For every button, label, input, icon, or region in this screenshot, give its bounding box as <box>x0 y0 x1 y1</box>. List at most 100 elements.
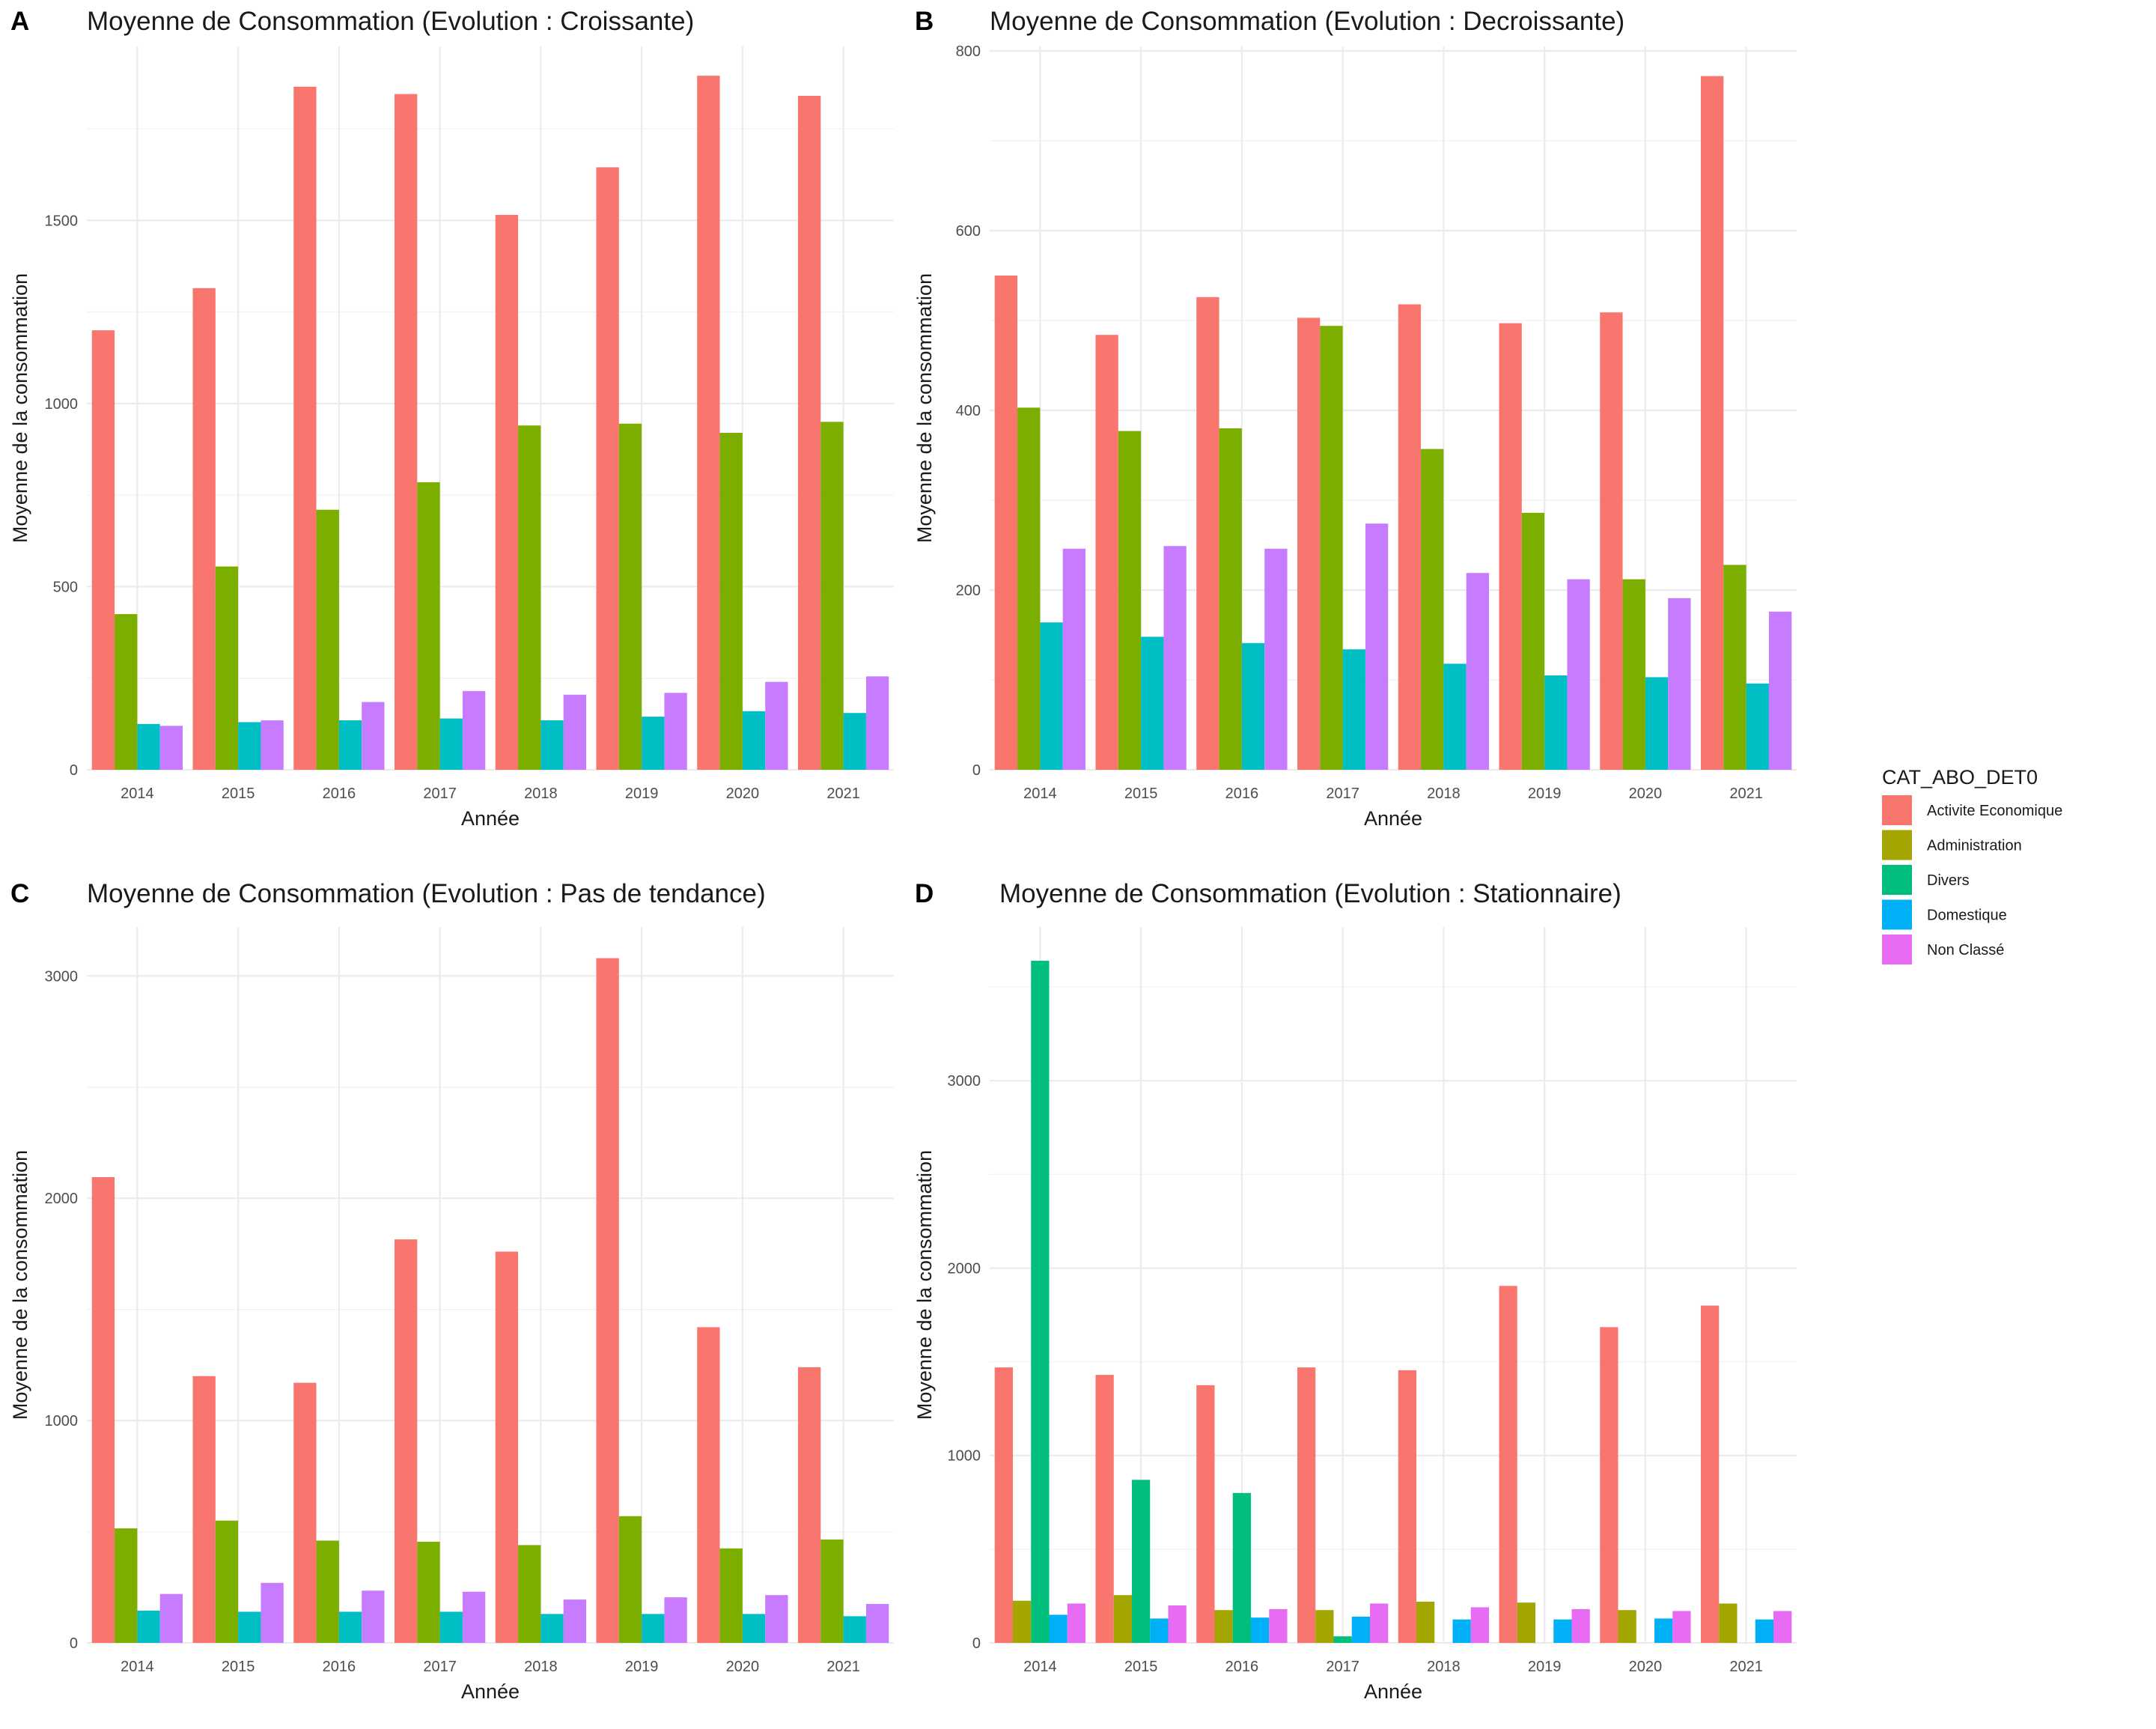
bar-activite-economique-2018 <box>495 214 519 770</box>
bar-activite-economique-2015 <box>1095 1375 1114 1643</box>
bar-non-class--2014 <box>1062 548 1086 770</box>
bar-activite-economique-2018 <box>1398 304 1422 770</box>
bar-administration-2021 <box>1723 565 1747 770</box>
bar-activite-economique-2021 <box>1700 1305 1720 1643</box>
x-tick-label: 2020 <box>1629 786 1663 802</box>
bar-domestique-2021 <box>843 713 866 770</box>
bar-administration-2016 <box>1214 1610 1233 1643</box>
bar-non-class--2020 <box>765 1595 788 1643</box>
bar-domestique-2019 <box>1544 675 1568 770</box>
panel-title: Moyenne de Consommation (Evolution : Pas… <box>87 879 766 908</box>
panel-tag: A <box>10 7 29 36</box>
bar-non-class--2016 <box>1264 548 1288 770</box>
bar-activite-economique-2014 <box>994 276 1018 770</box>
legend-title: CAT_ABO_DET0 <box>1882 766 2038 788</box>
x-axis-title: Année <box>461 1680 520 1703</box>
bar-administration-2014 <box>115 1528 138 1643</box>
bar-activite-economique-2015 <box>192 288 216 770</box>
x-tick-label: 2015 <box>1124 1659 1158 1675</box>
bar-activite-economique-2021 <box>797 1367 821 1643</box>
y-tick-label: 400 <box>956 403 981 419</box>
panel-c: 0 1000 2000 3000 2014 2015 2016 2017 2018 2019 202… <box>9 879 894 1703</box>
bar-non-class--2018 <box>1466 573 1490 770</box>
bar-domestique-2021 <box>1755 1619 1774 1643</box>
bar-domestique-2017 <box>439 718 463 770</box>
bar-domestique-2017 <box>439 1611 463 1643</box>
bar-administration-2014 <box>1012 1600 1032 1643</box>
bar-non-class--2020 <box>1672 1611 1691 1643</box>
y-tick-label: 800 <box>956 43 981 60</box>
bar-activite-economique-2015 <box>192 1376 216 1643</box>
bar-activite-economique-2019 <box>1499 1286 1517 1643</box>
x-tick-label: 2021 <box>1729 786 1763 802</box>
x-tick-label: 2017 <box>423 1659 457 1675</box>
x-tick-label: 2014 <box>121 786 154 802</box>
x-tick-label: 2021 <box>1729 1659 1763 1675</box>
bar-administration-2021 <box>820 422 844 770</box>
bar-administration-2019 <box>618 1516 642 1643</box>
y-tick-label: 2000 <box>45 1191 79 1207</box>
bar-divers-2014 <box>1031 961 1050 1643</box>
y-axis-title: Moyenne de la consommation <box>9 1150 31 1420</box>
x-tick-label: 2016 <box>323 786 356 802</box>
bar-activite-economique-2020 <box>697 1327 720 1643</box>
bar-domestique-2016 <box>338 1611 362 1643</box>
bar-domestique-2016 <box>1241 642 1265 770</box>
x-tick-label: 2020 <box>1629 1659 1663 1675</box>
x-tick-label: 2021 <box>826 1659 860 1675</box>
bar-activite-economique-2018 <box>495 1251 519 1643</box>
bar-administration-2014 <box>115 614 138 770</box>
bar-administration-2017 <box>417 482 440 770</box>
bar-domestique-2019 <box>642 717 665 770</box>
legend-label: Domestique <box>1927 908 2007 924</box>
bar-domestique-2021 <box>1746 683 1769 770</box>
bar-administration-2016 <box>316 1540 339 1643</box>
bar-administration-2020 <box>1622 579 1645 770</box>
bar-activite-economique-2019 <box>596 958 619 1643</box>
legend-items: Activite Economique Administration Divers D… <box>1882 795 2062 964</box>
bar-non-class--2019 <box>1567 579 1590 770</box>
bar-non-class--2018 <box>563 1599 587 1643</box>
x-tick-label: 2016 <box>323 1659 356 1675</box>
bar-activite-economique-2015 <box>1095 335 1118 770</box>
y-tick-label: 200 <box>956 583 981 599</box>
bar-non-class--2018 <box>563 694 587 770</box>
bar-non-class--2014 <box>159 1593 183 1643</box>
bar-non-class--2017 <box>1370 1603 1389 1643</box>
bar-activite-economique-2017 <box>1297 1367 1316 1643</box>
bar-administration-2017 <box>1315 1610 1334 1643</box>
y-axis-title: Moyenne de la consommation <box>913 1150 936 1420</box>
bar-non-class--2021 <box>1768 611 1792 770</box>
bar-activite-economique-2021 <box>1700 76 1724 771</box>
x-tick-label: 2021 <box>826 786 860 802</box>
x-tick-label: 2017 <box>1326 786 1359 802</box>
y-axis-title: Moyenne de la consommation <box>913 273 936 543</box>
bar-administration-2021 <box>820 1539 844 1643</box>
x-tick-label: 2019 <box>625 786 659 802</box>
legend-label: Non Classé <box>1927 942 2004 958</box>
bar-activite-economique-2016 <box>1196 1385 1215 1643</box>
bar-domestique-2014 <box>137 1610 160 1643</box>
bar-domestique-2014 <box>1049 1614 1068 1643</box>
x-tick-label: 2018 <box>524 786 558 802</box>
bar-administration-2015 <box>1118 431 1142 770</box>
bar-domestique-2017 <box>1351 1616 1371 1643</box>
y-axis-title: Moyenne de la consommation <box>9 273 31 543</box>
bar-activite-economique-2016 <box>1196 297 1219 770</box>
bar-administration-2019 <box>1517 1602 1535 1643</box>
bar-administration-2017 <box>417 1541 440 1643</box>
bar-divers-2015 <box>1131 1480 1151 1643</box>
x-tick-label: 2018 <box>524 1659 558 1675</box>
bar-non-class--2020 <box>1668 598 1691 770</box>
bar-activite-economique-2016 <box>293 1382 317 1643</box>
bar-non-class--2015 <box>1168 1605 1187 1643</box>
bar-non-class--2015 <box>261 720 284 770</box>
bar-administration-2019 <box>618 423 642 770</box>
x-tick-label: 2019 <box>1528 1659 1562 1675</box>
bar-administration-2014 <box>1017 407 1041 770</box>
bar-domestique-2016 <box>338 720 362 770</box>
x-tick-label: 2018 <box>1427 786 1461 802</box>
bar-activite-economique-2018 <box>1398 1370 1416 1643</box>
